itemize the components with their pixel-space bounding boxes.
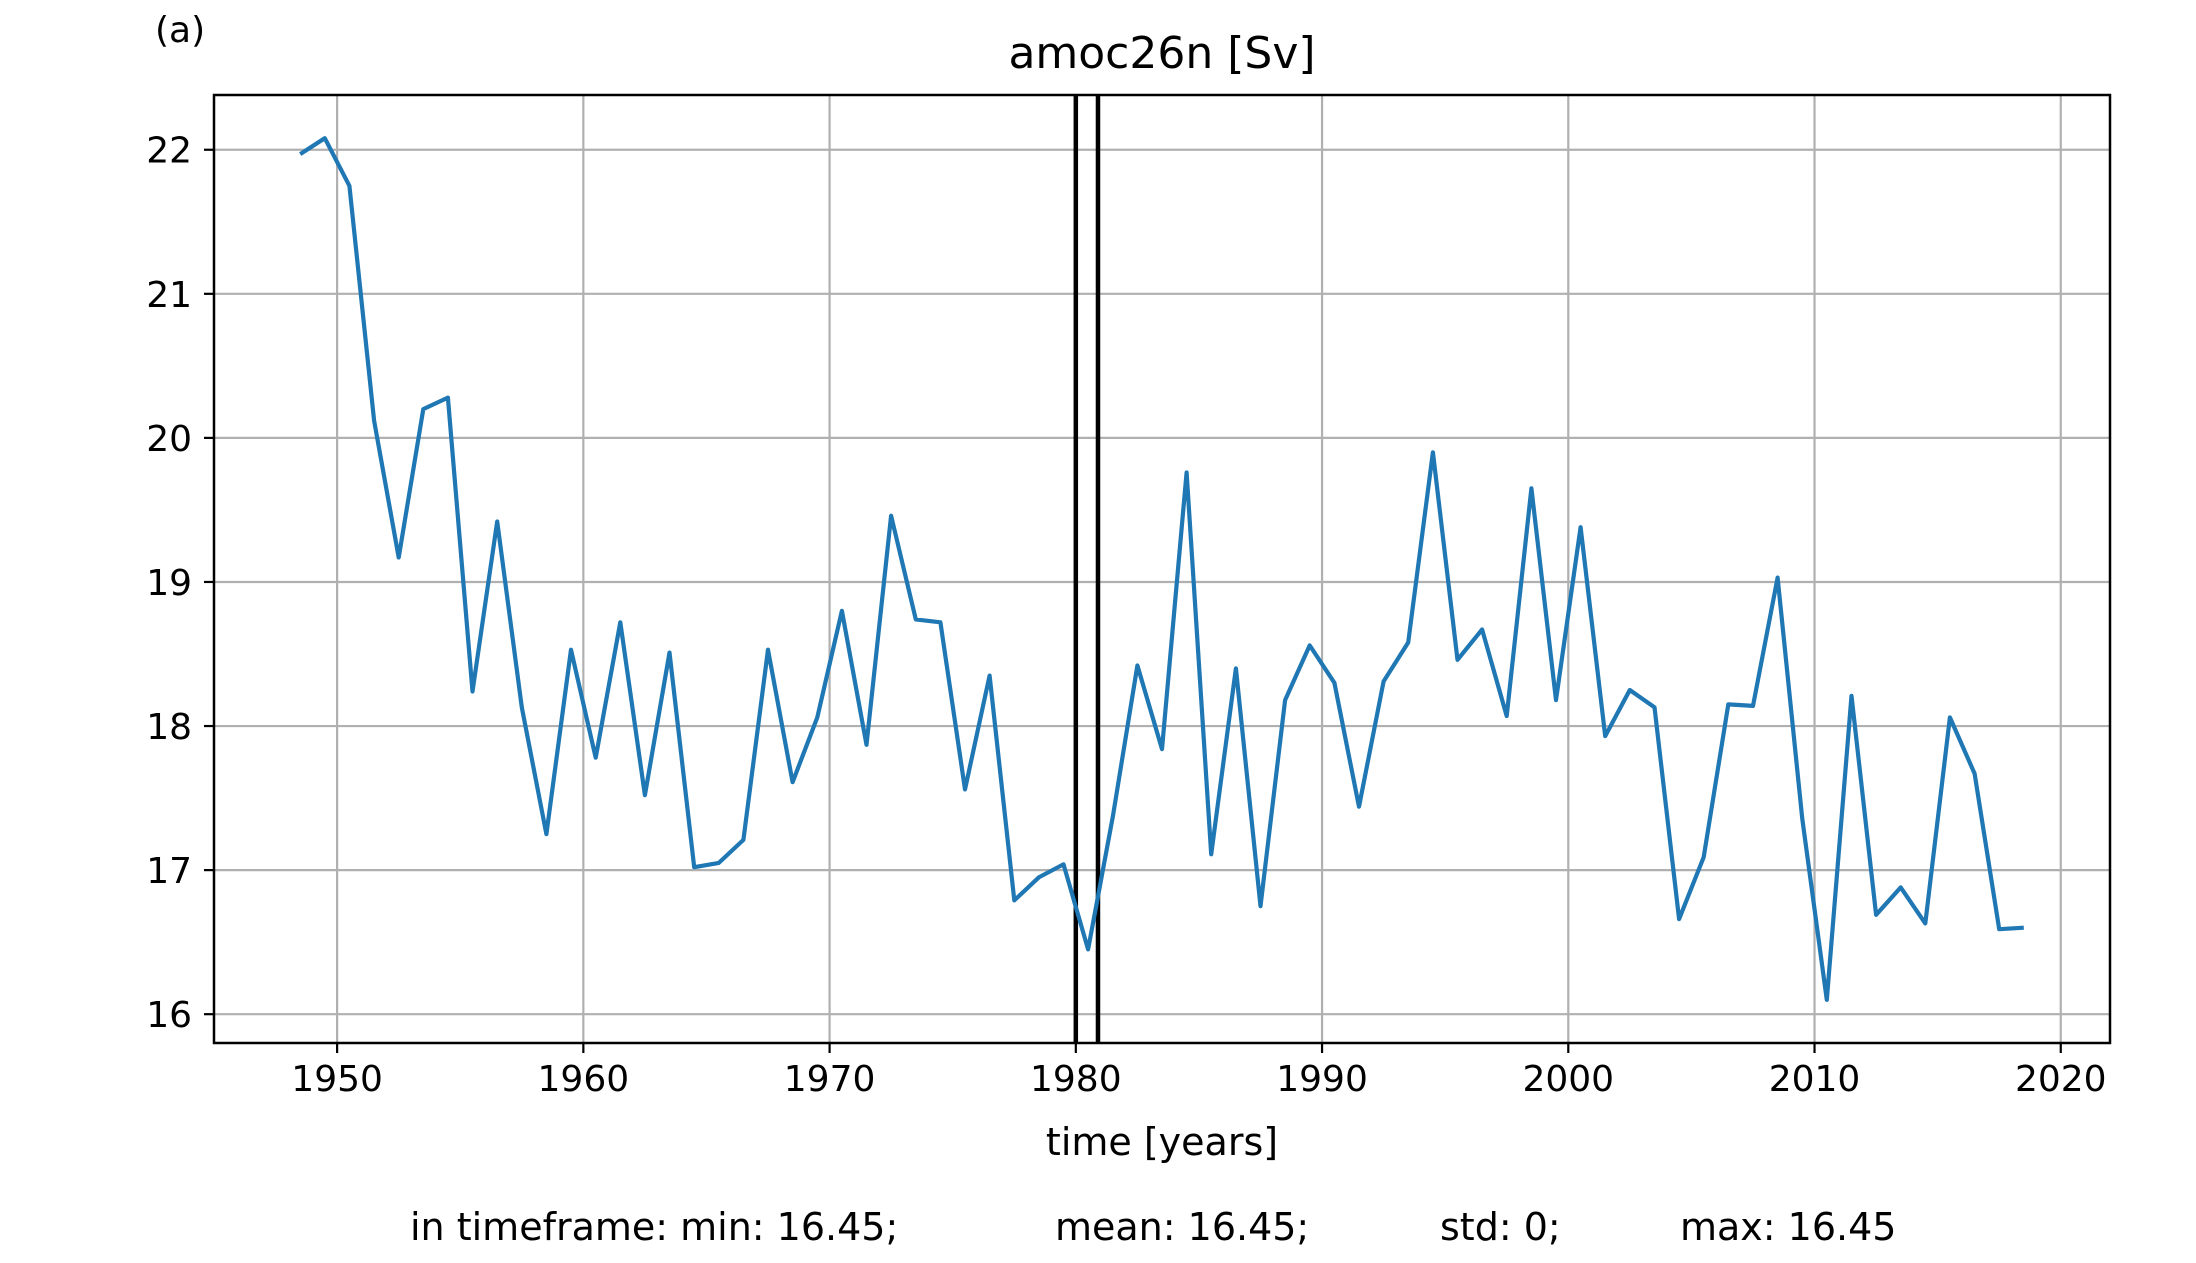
y-tick-label: 19 (146, 563, 192, 604)
y-tick-label: 20 (146, 419, 192, 460)
chart-title: amoc26n [Sv] (1008, 28, 1315, 79)
y-tick-label: 18 (146, 707, 192, 748)
stat-max: max: 16.45 (1680, 1205, 1897, 1249)
stat-std: std: 0; (1440, 1205, 1561, 1249)
x-tick-label: 1990 (1276, 1059, 1368, 1100)
x-tick-label: 1980 (1030, 1059, 1122, 1100)
x-tick-label: 2020 (2015, 1059, 2107, 1100)
x-ticks: 1950 1960 1970 1980 1990 2000 2010 2020 (291, 1043, 2107, 1100)
x-tick-label: 1960 (538, 1059, 630, 1100)
x-axis-label: time [years] (1046, 1120, 1278, 1164)
reference-vertical-lines (1073, 95, 1101, 1043)
y-tick-label: 22 (146, 131, 192, 172)
grid-lines (214, 95, 2110, 1043)
x-tick-label: 2000 (1522, 1059, 1614, 1100)
plot-frame (212, 93, 2112, 1045)
panel-label: (a) (155, 10, 206, 51)
series-layer (299, 136, 2024, 1002)
y-tick-label: 21 (146, 275, 192, 316)
stat-min: in timeframe: min: 16.45; (410, 1205, 899, 1249)
x-tick-label: 1970 (784, 1059, 876, 1100)
y-ticks: 16 17 18 19 20 21 22 (146, 131, 214, 1036)
timeframe-stats: in timeframe: min: 16.45; mean: 16.45; s… (0, 1205, 2196, 1255)
y-tick-label: 16 (146, 995, 192, 1036)
x-tick-label: 1950 (291, 1059, 383, 1100)
y-tick-label: 17 (146, 851, 192, 892)
x-tick-label: 2010 (1769, 1059, 1861, 1100)
stat-mean: mean: 16.45; (1055, 1205, 1310, 1249)
